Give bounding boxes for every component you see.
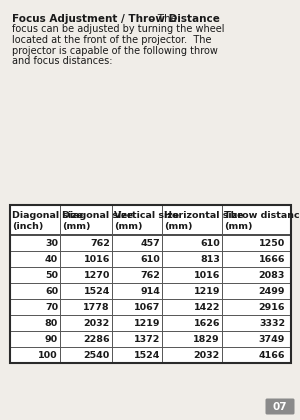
Text: 40: 40 <box>45 255 58 263</box>
Text: 100: 100 <box>38 351 58 360</box>
Text: 80: 80 <box>45 318 58 328</box>
Text: 1524: 1524 <box>134 351 160 360</box>
Bar <box>10 205 291 363</box>
Text: 1524: 1524 <box>84 286 110 296</box>
Text: 1422: 1422 <box>194 302 220 312</box>
Text: 90: 90 <box>45 334 58 344</box>
Text: 813: 813 <box>200 255 220 263</box>
Text: Horizontal size: Horizontal size <box>164 211 244 220</box>
Text: 2499: 2499 <box>259 286 285 296</box>
Text: – The: – The <box>146 14 177 24</box>
Text: 1270: 1270 <box>84 270 110 279</box>
Text: 1778: 1778 <box>83 302 110 312</box>
Text: 2032: 2032 <box>84 318 110 328</box>
Text: 1016: 1016 <box>84 255 110 263</box>
Text: 1219: 1219 <box>194 286 220 296</box>
Text: 762: 762 <box>140 270 160 279</box>
Text: 2540: 2540 <box>84 351 110 360</box>
Text: projector is capable of the following throw: projector is capable of the following th… <box>12 45 218 55</box>
Text: 610: 610 <box>140 255 160 263</box>
Text: 60: 60 <box>45 286 58 296</box>
Text: 1016: 1016 <box>194 270 220 279</box>
Text: and focus distances:: and focus distances: <box>12 56 112 66</box>
Text: Throw distance: Throw distance <box>224 211 300 220</box>
Text: 50: 50 <box>45 270 58 279</box>
Text: Diagonal size: Diagonal size <box>62 211 133 220</box>
Text: (inch): (inch) <box>12 221 43 231</box>
Text: 07: 07 <box>273 402 287 412</box>
Text: 1626: 1626 <box>194 318 220 328</box>
Text: (mm): (mm) <box>114 221 142 231</box>
Text: 1250: 1250 <box>259 239 285 247</box>
Text: Diagonal size: Diagonal size <box>12 211 83 220</box>
Text: 1067: 1067 <box>134 302 160 312</box>
Text: 30: 30 <box>45 239 58 247</box>
Text: 2032: 2032 <box>194 351 220 360</box>
Text: 2083: 2083 <box>259 270 285 279</box>
Text: 4166: 4166 <box>259 351 285 360</box>
Text: (mm): (mm) <box>164 221 193 231</box>
Text: 1666: 1666 <box>259 255 285 263</box>
Text: focus can be adjusted by turning the wheel: focus can be adjusted by turning the whe… <box>12 24 224 34</box>
Text: 70: 70 <box>45 302 58 312</box>
Text: 3332: 3332 <box>259 318 285 328</box>
Text: 762: 762 <box>90 239 110 247</box>
FancyBboxPatch shape <box>266 399 295 415</box>
Text: located at the front of the projector.  The: located at the front of the projector. T… <box>12 35 211 45</box>
Text: 1372: 1372 <box>134 334 160 344</box>
Bar <box>10 205 291 363</box>
Text: 2286: 2286 <box>83 334 110 344</box>
Text: 610: 610 <box>200 239 220 247</box>
Text: 3749: 3749 <box>259 334 285 344</box>
Text: 457: 457 <box>140 239 160 247</box>
Text: 2916: 2916 <box>259 302 285 312</box>
Text: (mm): (mm) <box>224 221 253 231</box>
Text: 1219: 1219 <box>134 318 160 328</box>
Text: Focus Adjustment / Throw Distance: Focus Adjustment / Throw Distance <box>12 14 220 24</box>
Text: 1829: 1829 <box>194 334 220 344</box>
Text: (mm): (mm) <box>62 221 91 231</box>
Text: Vertical size: Vertical size <box>114 211 179 220</box>
Text: 914: 914 <box>140 286 160 296</box>
